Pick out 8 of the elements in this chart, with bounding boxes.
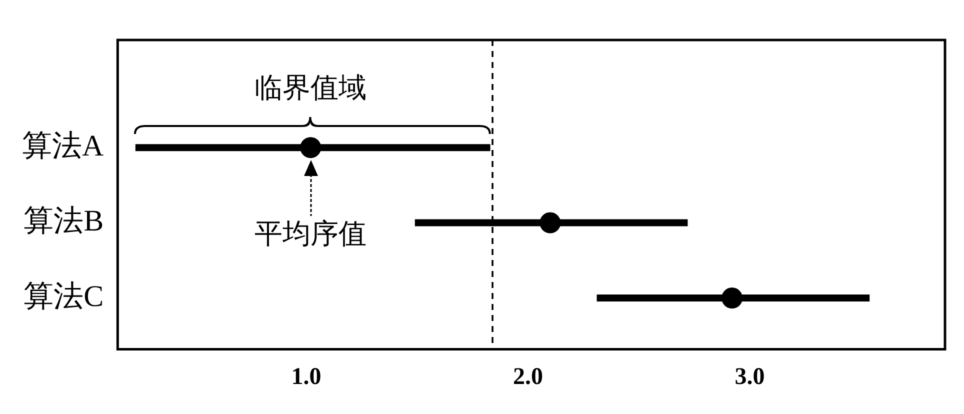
x-tick-label: 2.0	[513, 364, 544, 390]
y-tick-label: 算法B	[24, 204, 104, 238]
y-tick-label: 算法C	[24, 280, 104, 313]
y-tick-label: 算法A	[22, 129, 104, 162]
annotation: 平均序值	[254, 218, 367, 250]
x-tick-label: 3.0	[734, 364, 765, 390]
annotation: 临界值域	[254, 72, 367, 104]
x-tick-label: 1.0	[291, 364, 322, 390]
